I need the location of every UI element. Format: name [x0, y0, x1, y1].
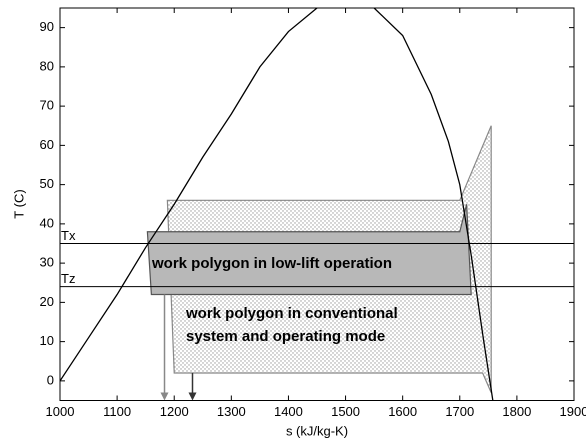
x-tick-label: 1000 — [46, 404, 75, 419]
annotation: work polygon in conventional — [185, 305, 398, 322]
work-polygon — [146, 204, 472, 296]
annotation: system and operating mode — [186, 328, 385, 345]
y-tick-label: 80 — [40, 58, 54, 73]
isotherm-label: Tz — [61, 271, 75, 286]
y-tick-label: 50 — [40, 176, 54, 191]
annotation: work polygon in low-lift operation — [151, 255, 392, 272]
arrow-head — [160, 392, 169, 401]
plot-area — [60, 8, 574, 401]
y-tick-label: 30 — [40, 255, 54, 270]
y-tick-label: 20 — [40, 294, 54, 309]
plot-frame — [59, 7, 575, 401]
y-tick-label: 40 — [40, 215, 54, 230]
y-tick-label: 10 — [40, 333, 54, 348]
x-tick-label: 1800 — [502, 404, 531, 419]
x-axis-label: s (kJ/kg-K) — [286, 423, 348, 438]
y-tick-label: 70 — [40, 98, 54, 113]
x-tick-label: 1400 — [274, 404, 303, 419]
x-tick-label: 1200 — [160, 404, 189, 419]
x-tick-label: 1500 — [331, 404, 360, 419]
x-tick-label: 1600 — [388, 404, 417, 419]
y-axis-label: T (C) — [11, 189, 26, 218]
x-tick-label: 1100 — [103, 404, 131, 419]
isotherm-label: Tx — [61, 228, 76, 243]
arrow-head — [188, 392, 197, 401]
y-tick-label: 60 — [40, 137, 54, 152]
y-tick-label: 90 — [40, 19, 54, 34]
x-tick-label: 1700 — [445, 404, 474, 419]
x-tick-label: 1300 — [217, 404, 246, 419]
y-tick-label: 0 — [47, 372, 54, 387]
saturation-dome — [60, 8, 494, 401]
x-tick-label: 1900 — [560, 404, 586, 419]
